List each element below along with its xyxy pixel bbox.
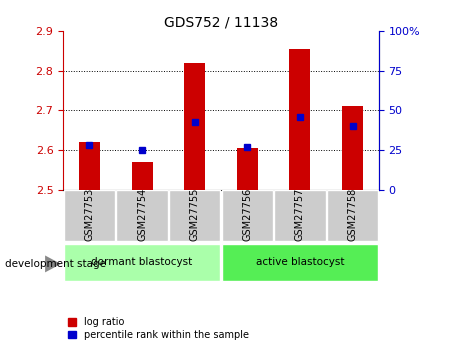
Text: active blastocyst: active blastocyst [256,257,344,267]
Bar [116,190,168,241]
Bar [274,190,326,241]
Bar [64,244,221,281]
Legend: log ratio, percentile rank within the sample: log ratio, percentile rank within the sa… [68,317,249,340]
Bar [132,162,152,190]
Bar [221,190,273,241]
Text: GSM27753: GSM27753 [84,188,94,241]
Bar [169,190,221,241]
Text: GSM27755: GSM27755 [190,188,200,241]
Text: GSM27758: GSM27758 [348,188,358,241]
Bar [79,142,100,190]
Bar [221,244,378,281]
Title: GDS752 / 11138: GDS752 / 11138 [164,16,278,30]
Bar [184,63,205,190]
Text: dormant blastocyst: dormant blastocyst [92,257,193,267]
Text: GSM27757: GSM27757 [295,188,305,241]
Bar [327,190,378,241]
Text: GSM27754: GSM27754 [137,188,147,241]
Bar [237,148,258,190]
Bar [64,190,115,241]
Bar [342,106,363,190]
Text: development stage: development stage [5,259,106,269]
Text: GSM27756: GSM27756 [242,188,252,241]
Bar [290,49,310,190]
Polygon shape [45,255,61,273]
